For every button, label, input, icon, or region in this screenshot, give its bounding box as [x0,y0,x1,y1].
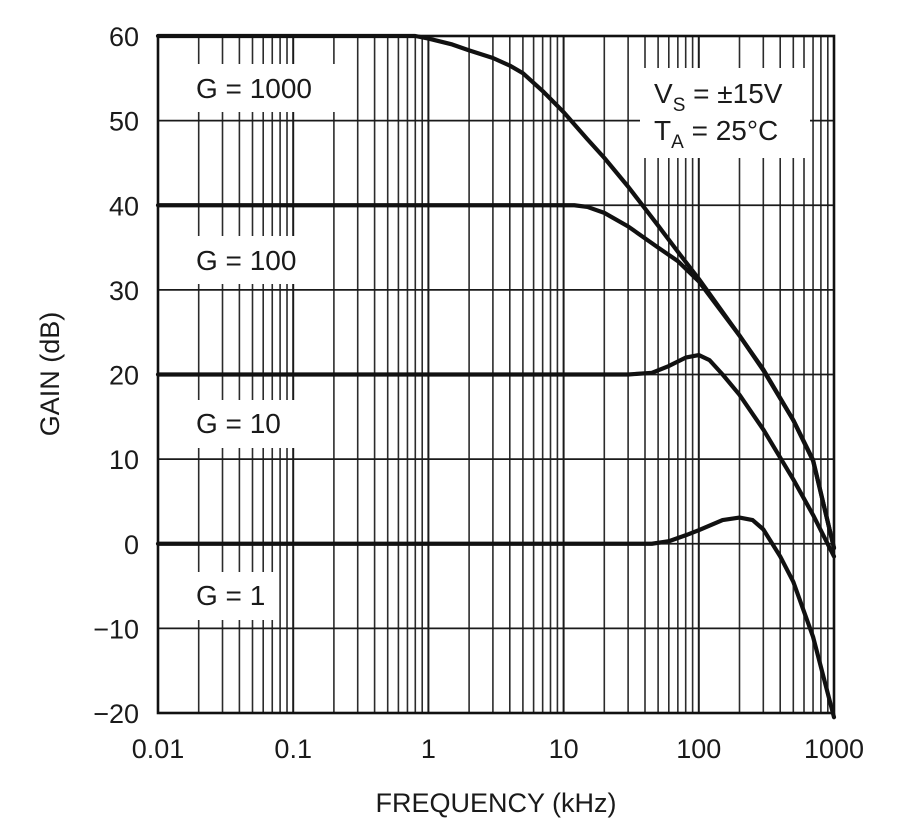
label-background [182,64,338,112]
y-tick-label: 40 [109,191,139,221]
x-tick-label: 0.01 [132,734,185,764]
series-label-g100: G = 100 [196,245,296,276]
x-tick-label: 100 [676,734,721,764]
label-background [640,68,810,158]
y-tick-label: 20 [109,361,139,391]
x-tick-label: 1000 [804,734,864,764]
y-tick-label: 0 [124,530,139,560]
series-label-g10: G = 10 [196,408,281,439]
label-background [182,400,304,448]
series-line-1 [155,203,837,551]
y-tick-label: 10 [109,445,139,475]
x-axis-title: FREQUENCY (kHz) [375,788,616,818]
series-label-g1000: G = 1000 [196,73,312,104]
ambient-temperature-condition: TA = 25°C [654,115,778,153]
y-tick-label: −20 [93,699,139,729]
x-tick-label: 1 [421,734,436,764]
y-axis-title: GAIN (dB) [35,312,65,437]
y-tick-label: −10 [93,614,139,644]
label-background [182,236,322,284]
label-background [182,572,278,620]
x-tick-label: 0.1 [274,734,312,764]
y-tick-label: 60 [109,22,139,52]
y-tick-label: 30 [109,276,139,306]
series-line-3 [155,515,837,720]
supply-voltage-condition: VS = ±15V [654,78,783,116]
series-line-2 [155,352,837,559]
series-label-g1: G = 1 [196,580,265,611]
y-tick-label: 50 [109,107,139,137]
x-tick-label: 10 [549,734,579,764]
plot-frame [156,34,836,715]
